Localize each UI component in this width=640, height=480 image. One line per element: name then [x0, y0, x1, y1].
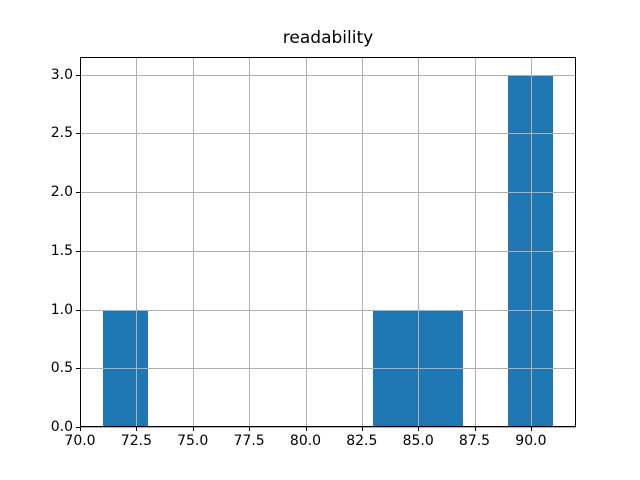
x-tick-mark: [305, 427, 307, 431]
y-tick-label: 2.5: [50, 125, 73, 142]
x-tick-mark: [418, 427, 420, 431]
x-gridline: [530, 57, 532, 427]
y-gridline: [80, 133, 576, 135]
x-gridline: [418, 57, 420, 427]
x-tick-label: 82.5: [346, 433, 378, 449]
y-tick-mark: [76, 368, 80, 370]
x-tick-mark: [136, 427, 138, 431]
x-tick-label: 70.0: [64, 433, 96, 449]
plot-background: [80, 57, 576, 427]
y-tick-mark: [76, 74, 80, 76]
y-gridline: [80, 192, 576, 194]
y-tick-label: 1.0: [50, 301, 73, 318]
y-tick-mark: [76, 250, 80, 252]
x-tick-label: 80.0: [289, 433, 322, 449]
x-tick-mark: [530, 427, 532, 431]
x-gridline: [192, 57, 194, 427]
x-tick-label: 87.5: [458, 433, 491, 449]
x-tick-mark: [249, 427, 251, 431]
y-gridline: [80, 427, 576, 428]
x-tick-mark: [361, 427, 363, 431]
y-tick-label: 0.5: [50, 360, 73, 377]
y-tick-label: 3.0: [50, 66, 73, 83]
x-tick-label: 90.0: [515, 433, 547, 449]
x-tick-label: 72.5: [120, 433, 152, 449]
x-tick-label: 85.0: [402, 433, 434, 449]
x-tick-mark: [474, 427, 476, 431]
y-gridline: [80, 74, 576, 76]
histogram-bar: [418, 309, 464, 427]
x-tick-label: 77.5: [233, 433, 265, 449]
y-gridline: [80, 250, 576, 252]
y-tick-label: 0.0: [50, 419, 73, 435]
x-tick-mark: [192, 427, 194, 431]
x-tick-label: 75.0: [177, 433, 209, 449]
x-gridline: [80, 57, 81, 427]
y-tick-mark: [76, 427, 80, 428]
x-tick-mark: [80, 427, 81, 431]
y-tick-mark: [76, 309, 80, 311]
y-tick-label: 2.0: [50, 184, 73, 201]
y-tick-label: 1.5: [50, 242, 73, 259]
x-gridline: [361, 57, 363, 427]
chart-title: readability: [282, 28, 374, 48]
y-gridline: [80, 309, 576, 311]
y-tick-mark: [76, 192, 80, 194]
x-gridline: [249, 57, 251, 427]
histogram-bar: [373, 309, 419, 427]
x-gridline: [474, 57, 476, 427]
x-gridline: [305, 57, 307, 427]
y-tick-mark: [76, 133, 80, 135]
y-gridline: [80, 368, 576, 370]
x-gridline: [136, 57, 138, 427]
histogram-bar: [102, 309, 148, 427]
